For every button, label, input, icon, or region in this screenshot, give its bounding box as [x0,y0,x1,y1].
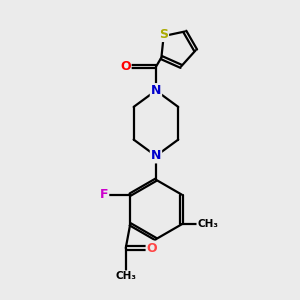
Text: CH₃: CH₃ [115,271,136,281]
Text: S: S [159,28,168,41]
Text: O: O [120,60,130,73]
Text: N: N [151,84,161,97]
Text: CH₃: CH₃ [197,219,218,229]
Text: O: O [147,242,157,255]
Text: F: F [100,188,108,201]
Text: N: N [151,149,161,162]
